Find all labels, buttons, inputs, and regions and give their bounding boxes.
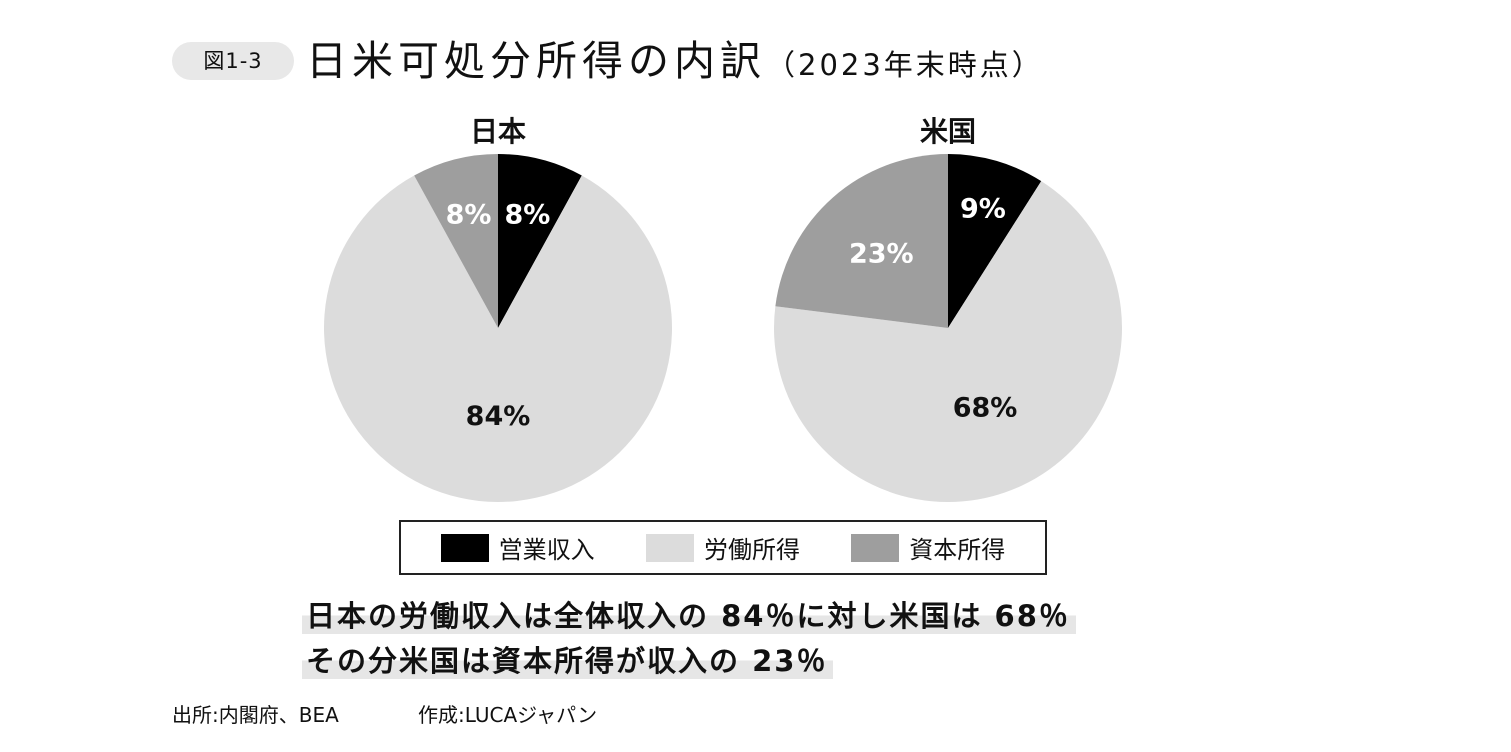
- pie-label-japan-capital-income: 8%: [446, 199, 492, 230]
- pie-title-japan: 日本: [469, 115, 526, 148]
- pie-label-us-labor-income: 68%: [953, 393, 1018, 424]
- legend-label-labor-income: 労働所得: [703, 536, 800, 564]
- pie-label-japan-labor-income: 84%: [466, 401, 531, 432]
- note-line-1: 日本の労働収入は全体収入の 84％に対し米国は 68％: [302, 598, 1076, 634]
- footer-source: 出所:内閣府、BEA: [172, 703, 339, 727]
- legend-swatch-capital-income: [851, 533, 900, 562]
- pie-label-us-capital-income: 23%: [849, 238, 914, 269]
- legend-swatch-business-income: [440, 533, 489, 562]
- note-line-2: その分米国は資本所得が収入の 23％: [302, 643, 834, 679]
- legend-label-capital-income: 資本所得: [909, 536, 1006, 564]
- legend-item-capital-income: 資本所得: [851, 530, 1005, 565]
- legend-swatch-labor-income: [645, 533, 694, 562]
- pie-slice-us-business-income: [948, 154, 1042, 328]
- pie-label-us-business-income: 9%: [960, 194, 1006, 225]
- legend-label-business-income: 営業収入: [498, 536, 595, 564]
- figure-number-badge: 図1-3: [172, 42, 294, 80]
- footer-credit: 作成:LUCAジャパン: [418, 703, 598, 727]
- pie-slice-us-capital-income: [775, 154, 948, 328]
- pie-slice-japan-business-income: [498, 154, 582, 328]
- chart-title: 日米可処分所得の内訳（2023年末時点）: [306, 36, 1044, 90]
- chart-title-date: （2023年末時点）: [766, 48, 1044, 82]
- pie-slice-us-labor-income: [774, 181, 1123, 502]
- pie-title-us: 米国: [919, 115, 976, 148]
- chart-title-main: 日米可処分所得の内訳: [306, 37, 766, 85]
- pie-slice-japan-labor-income: [324, 175, 672, 502]
- pie-slice-japan-capital-income: [414, 154, 498, 328]
- pie-label-japan-business-income: 8%: [505, 199, 551, 230]
- legend-item-business-income: 営業収入: [440, 530, 595, 565]
- legend-item-labor-income: 労働所得: [645, 530, 800, 565]
- legend: 営業収入 労働所得 資本所得: [399, 520, 1047, 575]
